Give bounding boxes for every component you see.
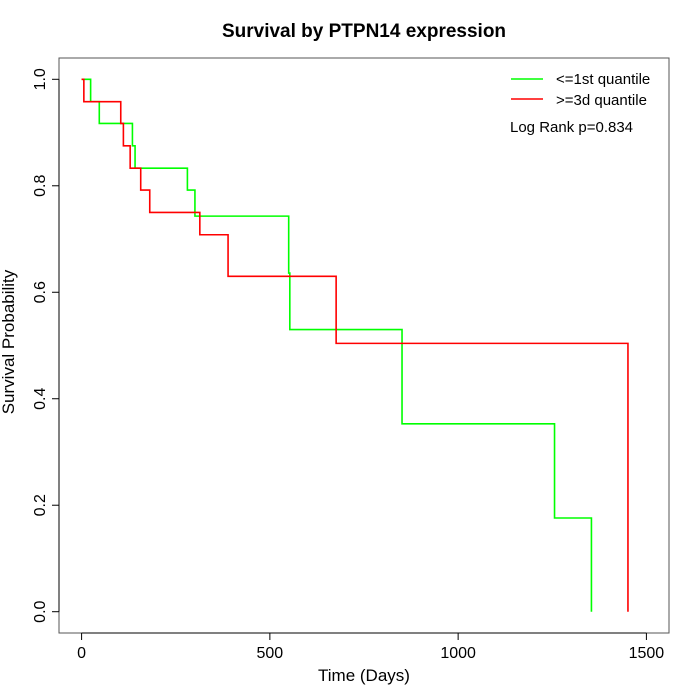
legend: <=1st quantile >=3d quantile Log Rank p=… (510, 71, 650, 136)
x-axis: 0 500 1000 1500 (77, 632, 665, 662)
x-axis-label: Time (Days) (318, 666, 410, 685)
legend-label-high-quantile: >=3d quantile (556, 92, 647, 109)
y-tick-label: 0.6 (32, 281, 49, 303)
y-tick-label: 0.2 (32, 494, 49, 516)
curve-high-quantile (81, 78, 629, 612)
plot-area-border (58, 57, 670, 634)
x-tick-label: 500 (257, 645, 284, 662)
survival-curves (81, 78, 629, 612)
x-tick-label: 1500 (629, 645, 665, 662)
legend-label-low-quantile: <=1st quantile (556, 71, 650, 88)
y-axis-label: Survival Probability (0, 269, 18, 414)
y-tick-label: 0.8 (32, 175, 49, 197)
curve-low-quantile (81, 78, 593, 612)
y-tick-label: 1.0 (32, 68, 49, 90)
y-tick-label: 0.0 (32, 600, 49, 622)
x-tick-label: 1000 (440, 645, 476, 662)
chart-title: Survival by PTPN14 expression (222, 21, 506, 42)
x-tick-label: 0 (77, 645, 86, 662)
log-rank-annotation: Log Rank p=0.834 (510, 119, 633, 136)
y-axis: 0.0 0.2 0.4 0.6 0.8 1.0 (32, 68, 60, 623)
y-tick-label: 0.4 (32, 388, 49, 410)
